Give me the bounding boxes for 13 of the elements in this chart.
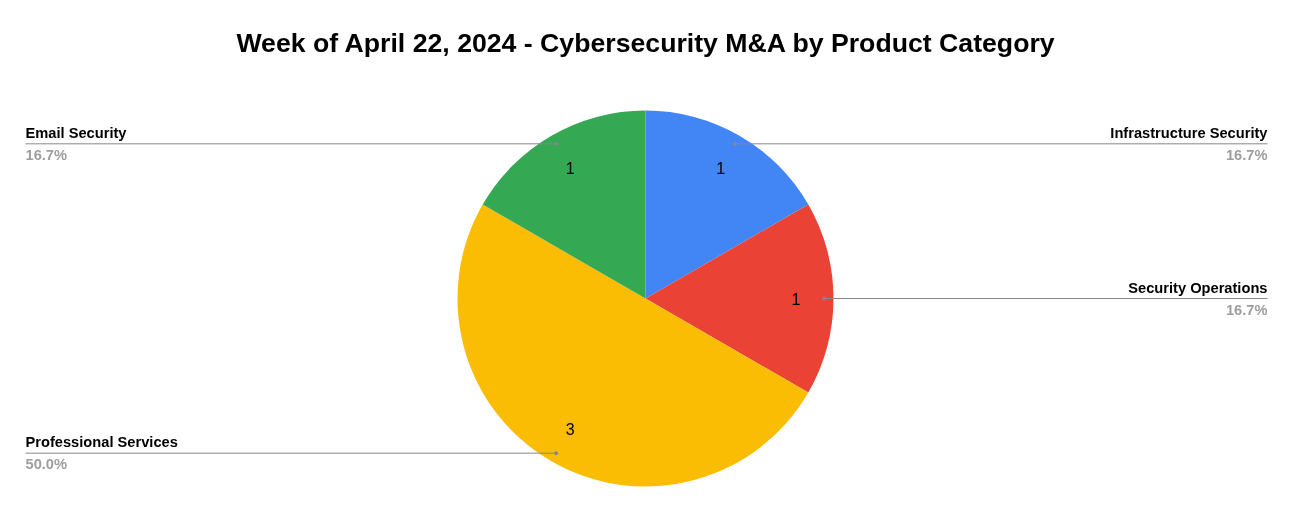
slice-label: Infrastructure Security — [1110, 124, 1269, 141]
text: 16.7% — [1225, 146, 1268, 163]
text: 50.0% — [25, 456, 68, 473]
slice-label: Email Security — [25, 124, 128, 141]
data-label: 3 — [565, 420, 575, 438]
data-label: 1 — [565, 160, 575, 178]
chart-title: Week of April 22, 2024 - Cybersecurity M&A by Product Category — [236, 27, 1055, 58]
slice-label: Professional Services — [25, 434, 178, 451]
slice-label: Security Operations — [1128, 279, 1268, 296]
text: 16.7% — [1225, 301, 1268, 318]
data-label: 1 — [791, 290, 801, 308]
text: 16.7% — [25, 146, 68, 163]
data-label: 1 — [716, 160, 726, 178]
